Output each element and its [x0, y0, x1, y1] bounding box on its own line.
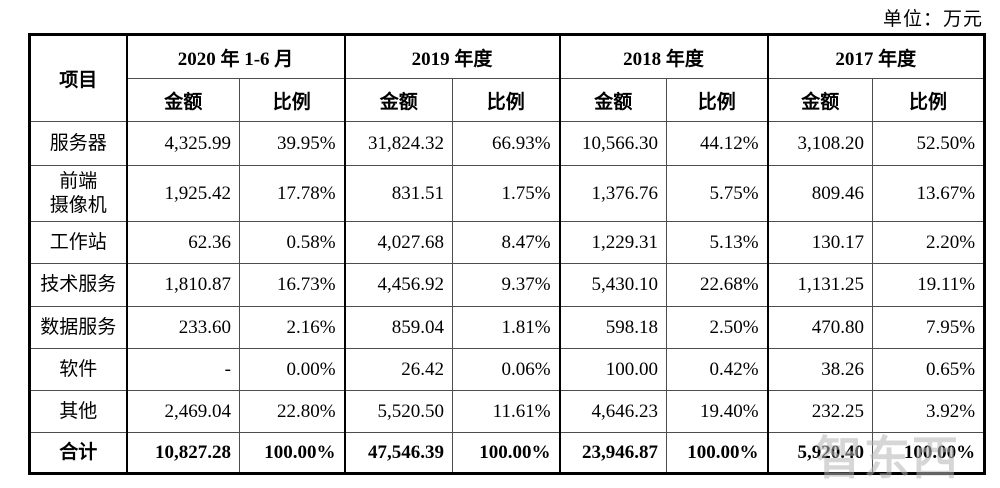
table-row: 数据服务 233.60 2.16% 859.04 1.81% 598.18 2.… — [29, 306, 986, 349]
amount-cell: 859.04 — [343, 306, 454, 349]
item-cell: 前端 摄像机 — [29, 165, 127, 222]
ratio-cell: 22.68% — [666, 263, 769, 307]
ratio-cell: 9.37% — [452, 263, 561, 307]
ratio-cell: 0.00% — [238, 348, 346, 391]
item-cell: 服务器 — [29, 121, 127, 166]
ratio-cell: 2.16% — [238, 306, 346, 349]
period-header-2019: 2019 年度 — [343, 34, 561, 79]
amount-cell: 1,229.31 — [558, 221, 668, 264]
amount-cell: 3,108.20 — [766, 121, 874, 166]
ratio-header: 比例 — [872, 78, 986, 122]
subheader-row: 金额 比例 金额 比例 金额 比例 金额 比例 — [30, 78, 986, 122]
amount-cell: 598.18 — [558, 306, 668, 349]
amount-cell: 4,027.68 — [343, 221, 454, 264]
amount-cell: 4,646.23 — [558, 390, 668, 433]
ratio-cell: 17.78% — [238, 165, 346, 222]
period-header-2020: 2020 年 1-6 月 — [125, 34, 346, 79]
ratio-cell: 100.00% — [452, 432, 561, 474]
ratio-cell: 0.58% — [238, 221, 346, 264]
total-label-cell: 合计 — [29, 432, 127, 474]
ratio-cell: 2.50% — [666, 306, 769, 349]
ratio-cell: 16.73% — [238, 263, 346, 307]
ratio-cell: 39.95% — [238, 121, 346, 166]
amount-cell: 831.51 — [343, 165, 454, 222]
ratio-header: 比例 — [238, 78, 346, 122]
amount-cell: 38.26 — [766, 348, 874, 391]
ratio-cell: 5.13% — [666, 221, 769, 264]
total-row: 合计 10,827.28 100.00% 47,546.39 100.00% 2… — [29, 432, 986, 474]
ratio-cell: 1.75% — [452, 165, 561, 222]
amount-cell: 23,946.87 — [558, 432, 668, 474]
ratio-cell: 11.61% — [452, 390, 561, 433]
ratio-cell: 0.65% — [872, 348, 986, 391]
amount-cell: 62.36 — [125, 221, 240, 264]
ratio-cell: 66.93% — [452, 121, 561, 166]
amount-cell: 1,810.87 — [125, 263, 240, 307]
amount-cell: 10,566.30 — [558, 121, 668, 166]
item-cell: 数据服务 — [29, 306, 127, 349]
table-row: 软件 - 0.00% 26.42 0.06% 100.00 0.42% 38.2… — [29, 348, 986, 391]
ratio-cell: 52.50% — [872, 121, 986, 166]
amount-header: 金额 — [558, 78, 668, 122]
amount-cell: 1,925.42 — [125, 165, 240, 222]
period-header-2017: 2017 年度 — [766, 34, 986, 79]
ratio-cell: 1.81% — [452, 306, 561, 349]
item-cell: 工作站 — [29, 221, 127, 264]
amount-cell: 31,824.32 — [343, 121, 454, 166]
amount-cell: 1,376.76 — [558, 165, 668, 222]
amount-cell: 232.25 — [766, 390, 874, 433]
amount-cell: 1,131.25 — [766, 263, 874, 307]
amount-cell: 10,827.28 — [125, 432, 240, 474]
item-column-header: 项目 — [29, 34, 127, 122]
ratio-cell: 22.80% — [238, 390, 346, 433]
amount-cell: 470.80 — [766, 306, 874, 349]
amount-cell: 5,430.10 — [558, 263, 668, 307]
amount-cell: 4,325.99 — [125, 121, 240, 166]
item-cell: 技术服务 — [29, 263, 127, 307]
amount-cell: 47,546.39 — [343, 432, 454, 474]
amount-header: 金额 — [125, 78, 240, 122]
ratio-cell: 100.00% — [666, 432, 769, 474]
amount-cell: - — [125, 348, 240, 391]
ratio-cell: 100.00% — [238, 432, 346, 474]
ratio-cell: 0.42% — [666, 348, 769, 391]
period-header-2018: 2018 年度 — [558, 34, 769, 79]
table-row: 其他 2,469.04 22.80% 5,520.50 11.61% 4,646… — [29, 390, 986, 433]
ratio-cell: 19.11% — [872, 263, 986, 307]
ratio-cell: 100.00% — [872, 432, 986, 474]
ratio-cell: 13.67% — [872, 165, 986, 222]
amount-cell: 5,520.50 — [343, 390, 454, 433]
table-row: 前端 摄像机 1,925.42 17.78% 831.51 1.75% 1,37… — [29, 165, 986, 222]
table-row: 技术服务 1,810.87 16.73% 4,456.92 9.37% 5,43… — [29, 263, 986, 307]
unit-label: 单位：万元 — [882, 9, 983, 30]
ratio-cell: 0.06% — [452, 348, 561, 391]
amount-cell: 130.17 — [766, 221, 874, 264]
revenue-breakdown-table: 项目 2020 年 1-6 月 2019 年度 2018 年度 2017 年度 … — [28, 33, 987, 475]
amount-header: 金额 — [343, 78, 454, 122]
table-row: 服务器 4,325.99 39.95% 31,824.32 66.93% 10,… — [29, 121, 986, 166]
item-cell: 其他 — [29, 390, 127, 433]
ratio-cell: 7.95% — [872, 306, 986, 349]
ratio-header: 比例 — [452, 78, 561, 122]
ratio-cell: 19.40% — [666, 390, 769, 433]
amount-cell: 5,920.40 — [766, 432, 874, 474]
amount-cell: 26.42 — [343, 348, 454, 391]
ratio-cell: 5.75% — [666, 165, 769, 222]
ratio-cell: 3.92% — [872, 390, 986, 433]
amount-cell: 233.60 — [125, 306, 240, 349]
item-cell: 软件 — [29, 348, 127, 391]
ratio-cell: 8.47% — [452, 221, 561, 264]
period-header-row: 项目 2020 年 1-6 月 2019 年度 2018 年度 2017 年度 — [29, 34, 986, 122]
ratio-cell: 2.20% — [872, 221, 986, 264]
amount-cell: 100.00 — [558, 348, 668, 391]
amount-cell: 809.46 — [766, 165, 874, 222]
amount-cell: 2,469.04 — [125, 390, 240, 433]
amount-cell: 4,456.92 — [343, 263, 454, 307]
ratio-header: 比例 — [666, 78, 769, 122]
ratio-cell: 44.12% — [666, 121, 769, 166]
amount-header: 金额 — [766, 78, 874, 122]
table-row: 工作站 62.36 0.58% 4,027.68 8.47% 1,229.31 … — [29, 221, 986, 264]
